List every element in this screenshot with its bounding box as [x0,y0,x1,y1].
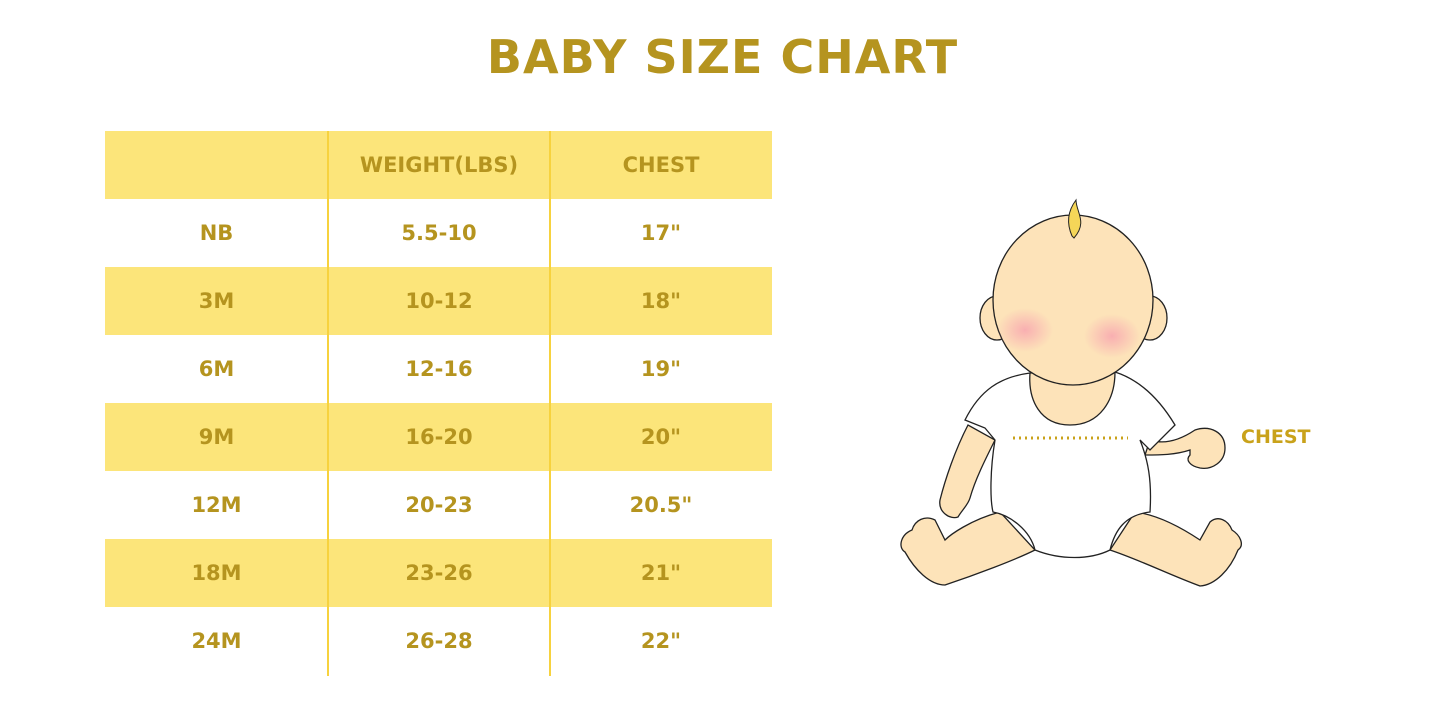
neck [1029,371,1116,426]
left-leg [900,511,1037,586]
weight-cell: 26-28 [405,629,473,653]
right-cheek [1084,314,1140,358]
chest-label: CHEST [1241,426,1311,448]
table-row: 12M 20-23 20.5" [105,471,772,539]
table-header-row: WEIGHT(LBS) CHEST [105,131,772,199]
size-cell: 3M [198,289,235,313]
size-cell: 9M [198,425,235,449]
size-table: WEIGHT(LBS) CHEST NB 5.5-10 17" 3M 10-12 18" 6… [105,131,772,675]
left-cheek [997,308,1053,352]
weight-cell: 12-16 [405,357,473,381]
table-row: 18M 23-26 21" [105,539,772,607]
size-cell: NB [199,221,234,245]
table-row: 9M 16-20 20" [105,403,772,471]
table-row: 3M 10-12 18" [105,267,772,335]
weight-cell: 23-26 [405,561,473,585]
column-divider [327,131,329,676]
chest-cell: 21" [640,561,682,585]
left-arm [939,424,996,519]
chest-cell: 19" [640,357,682,381]
table-row: NB 5.5-10 17" [105,199,772,267]
weight-cell: 20-23 [405,493,473,517]
chest-cell: 20" [640,425,682,449]
table-row: 24M 26-28 22" [105,607,772,675]
table-row: 6M 12-16 19" [105,335,772,403]
size-cell: 12M [191,493,242,517]
header-chest: CHEST [622,153,700,177]
onesie [964,371,1176,559]
chest-cell: 18" [640,289,682,313]
right-leg [1108,511,1242,587]
column-divider [549,131,551,676]
size-cell: 6M [198,357,235,381]
size-cell: 18M [191,561,242,585]
head [992,214,1154,386]
right-arm [1144,427,1226,469]
hair-curl [1068,198,1082,239]
weight-cell: 16-20 [405,425,473,449]
chest-cell: 20.5" [629,493,693,517]
page-title: BABY SIZE CHART [486,30,959,84]
header-weight: WEIGHT(LBS) [359,153,519,177]
chest-cell: 17" [640,221,682,245]
weight-cell: 5.5-10 [401,221,477,245]
chest-cell: 22" [640,629,682,653]
size-cell: 24M [191,629,242,653]
weight-cell: 10-12 [405,289,473,313]
